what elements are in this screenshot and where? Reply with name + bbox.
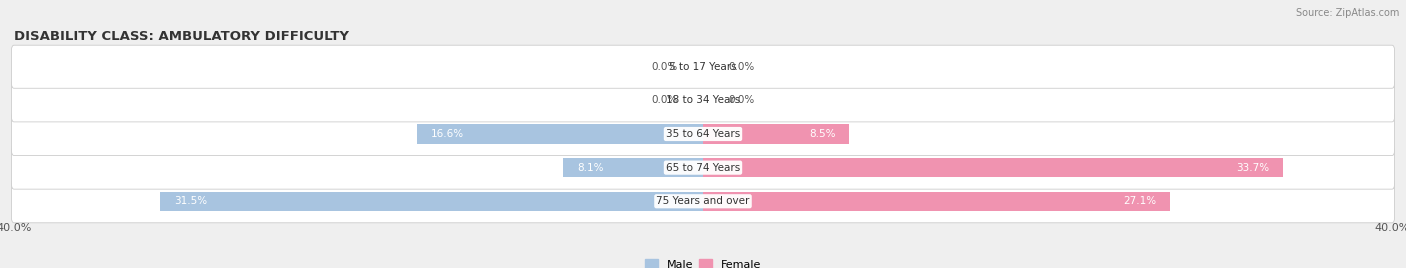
FancyBboxPatch shape: [11, 146, 1395, 189]
Text: 16.6%: 16.6%: [430, 129, 464, 139]
Bar: [564, 158, 703, 177]
Text: 35 to 64 Years: 35 to 64 Years: [666, 129, 740, 139]
FancyBboxPatch shape: [11, 180, 1395, 223]
Text: 65 to 74 Years: 65 to 74 Years: [666, 163, 740, 173]
Legend: Male, Female: Male, Female: [640, 255, 766, 268]
Text: DISABILITY CLASS: AMBULATORY DIFFICULTY: DISABILITY CLASS: AMBULATORY DIFFICULTY: [14, 30, 349, 43]
Text: 33.7%: 33.7%: [1236, 163, 1270, 173]
Bar: [703, 192, 1170, 211]
Text: 8.5%: 8.5%: [808, 129, 835, 139]
FancyBboxPatch shape: [11, 45, 1395, 88]
Text: 0.0%: 0.0%: [728, 62, 755, 72]
Bar: [703, 158, 1284, 177]
Text: Source: ZipAtlas.com: Source: ZipAtlas.com: [1295, 8, 1399, 18]
Text: 8.1%: 8.1%: [578, 163, 603, 173]
Text: 31.5%: 31.5%: [174, 196, 207, 206]
Text: 0.0%: 0.0%: [651, 62, 678, 72]
Bar: [703, 124, 849, 144]
FancyBboxPatch shape: [11, 79, 1395, 122]
Text: 0.0%: 0.0%: [728, 95, 755, 105]
Text: 5 to 17 Years: 5 to 17 Years: [669, 62, 737, 72]
Text: 27.1%: 27.1%: [1123, 196, 1156, 206]
Text: 18 to 34 Years: 18 to 34 Years: [666, 95, 740, 105]
Text: 0.0%: 0.0%: [651, 95, 678, 105]
FancyBboxPatch shape: [11, 113, 1395, 155]
Bar: [160, 192, 703, 211]
Bar: [418, 124, 703, 144]
Text: 75 Years and over: 75 Years and over: [657, 196, 749, 206]
